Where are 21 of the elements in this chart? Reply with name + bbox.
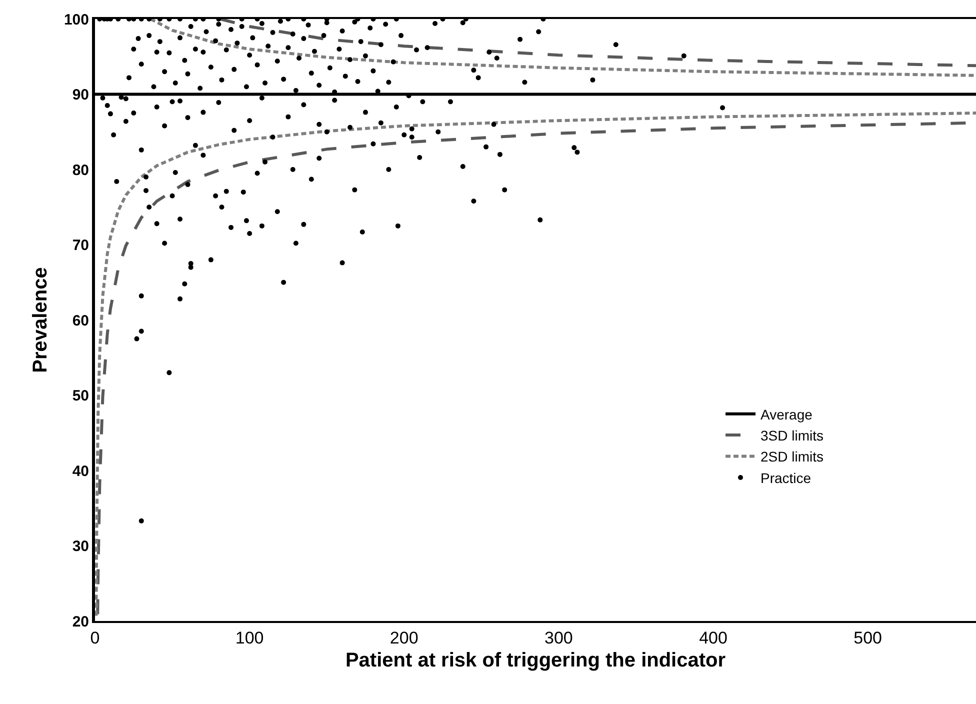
y-tick-label: 80 [72, 162, 89, 179]
y-tick-label: 20 [72, 613, 89, 630]
x-tick-label: 400 [699, 628, 728, 648]
y-tick-label: 60 [72, 312, 89, 330]
y-tick-label: 70 [72, 237, 89, 254]
x-tick-label: 100 [235, 628, 264, 648]
y-tick-label: 100 [64, 11, 89, 28]
x-tick-label: 300 [544, 628, 573, 648]
y-axis-title: Prevalence [29, 267, 52, 373]
legend-label: Average [760, 406, 813, 422]
legend-label: 2SD limits [760, 448, 824, 465]
y-tick-label: 50 [72, 388, 89, 404]
y-tick-label: 30 [72, 538, 89, 555]
y-tick-label: 40 [72, 462, 89, 480]
x-tick-label: 500 [854, 628, 882, 648]
legend-label: 3SD limits [760, 428, 824, 444]
y-tick-label: 90 [72, 86, 89, 104]
x-axis-title: Patient at risk of triggering the indicator [345, 649, 726, 672]
legend-label: Practice [760, 470, 812, 486]
x-tick-label: 200 [390, 628, 418, 648]
x-tick-label: 0 [90, 628, 100, 648]
